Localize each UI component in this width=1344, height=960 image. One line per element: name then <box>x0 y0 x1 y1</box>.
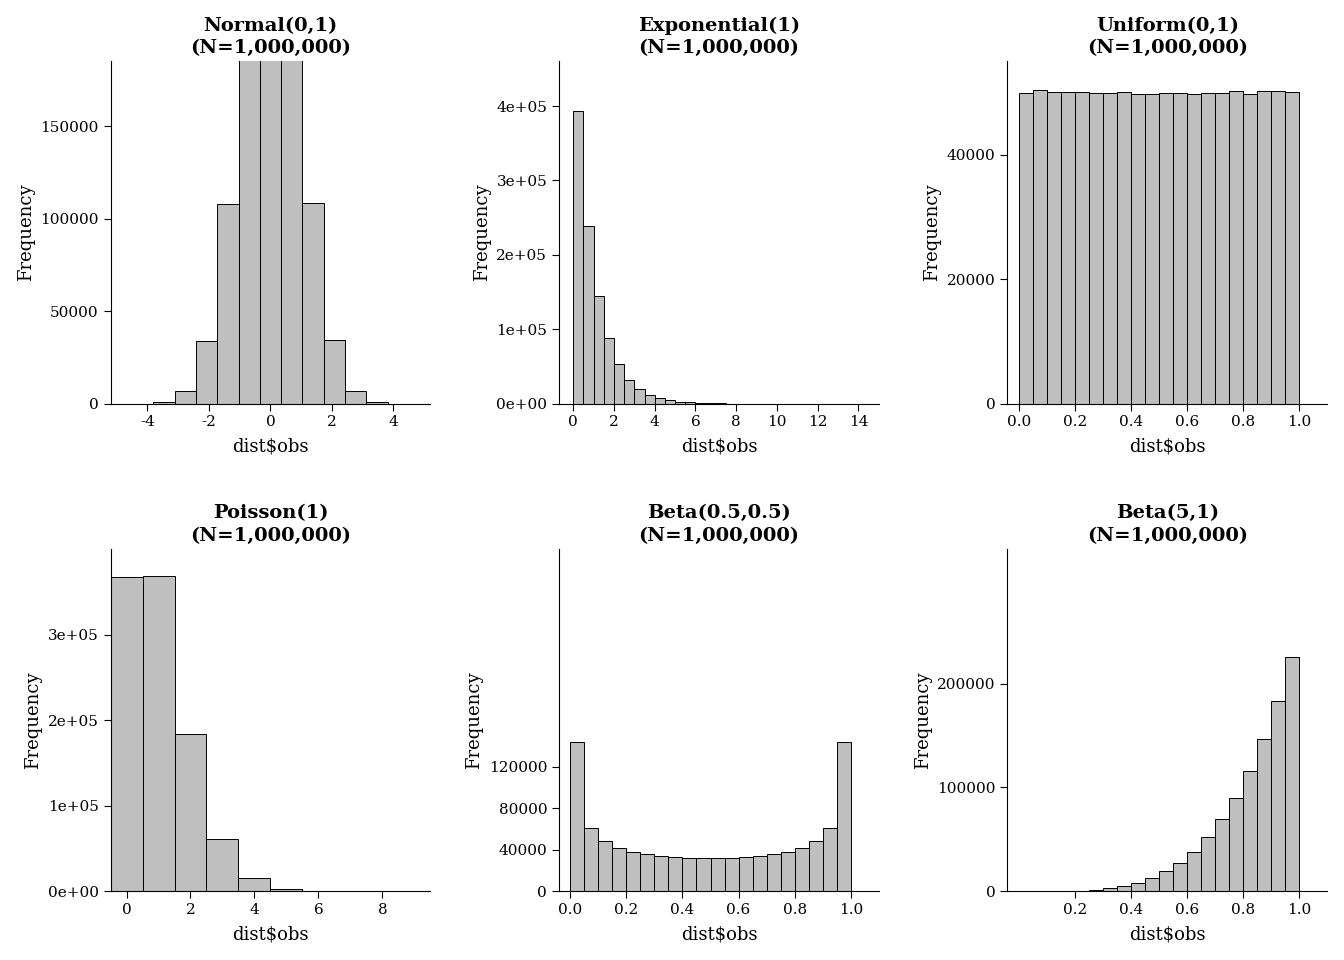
Bar <box>324 341 345 404</box>
X-axis label: dist$obs: dist$obs <box>1129 925 1206 944</box>
Bar <box>655 856 668 891</box>
X-axis label: dist$obs: dist$obs <box>233 438 309 456</box>
Bar <box>1257 90 1271 404</box>
Bar <box>1271 91 1285 404</box>
Y-axis label: Frequency: Frequency <box>24 671 42 769</box>
Bar <box>1117 886 1130 891</box>
Bar <box>574 111 583 404</box>
Bar <box>739 857 753 891</box>
Bar <box>1117 92 1130 404</box>
Bar <box>570 742 585 891</box>
Bar <box>613 848 626 891</box>
Bar <box>655 398 665 404</box>
Bar <box>1215 93 1230 404</box>
Bar <box>1173 92 1187 404</box>
Bar <box>753 856 766 891</box>
Bar <box>594 296 603 404</box>
Bar <box>1103 92 1117 404</box>
X-axis label: dist$obs: dist$obs <box>680 438 757 456</box>
Bar <box>1187 94 1202 404</box>
Bar <box>1159 93 1173 404</box>
Bar <box>367 402 387 404</box>
Bar <box>809 841 823 891</box>
Y-axis label: Frequency: Frequency <box>465 671 482 769</box>
Bar <box>1060 92 1075 404</box>
Bar <box>683 858 696 891</box>
Bar <box>1130 882 1145 891</box>
Bar <box>196 341 218 404</box>
Bar <box>1089 890 1103 891</box>
Title: Uniform(0,1)
(N=1,000,000): Uniform(0,1) (N=1,000,000) <box>1087 17 1247 57</box>
Title: Exponential(1)
(N=1,000,000): Exponential(1) (N=1,000,000) <box>638 16 800 57</box>
Bar <box>766 853 781 891</box>
Bar <box>685 402 695 404</box>
Bar <box>823 828 837 891</box>
X-axis label: dist$obs: dist$obs <box>1129 438 1206 456</box>
Title: Beta(5,1)
(N=1,000,000): Beta(5,1) (N=1,000,000) <box>1087 504 1247 544</box>
Title: Poisson(1)
(N=1,000,000): Poisson(1) (N=1,000,000) <box>190 504 351 544</box>
Bar <box>1103 888 1117 891</box>
Bar <box>1047 92 1060 404</box>
Bar <box>259 0 281 404</box>
Bar <box>302 204 324 404</box>
Bar <box>794 848 809 891</box>
Title: Normal(0,1)
(N=1,000,000): Normal(0,1) (N=1,000,000) <box>190 17 351 57</box>
Bar <box>1257 738 1271 891</box>
Bar <box>1230 798 1243 891</box>
Bar <box>696 858 711 891</box>
Bar <box>603 338 614 404</box>
Bar <box>1187 852 1202 891</box>
Bar <box>665 400 675 404</box>
Bar <box>281 6 302 404</box>
Bar <box>724 858 739 891</box>
Bar <box>1159 872 1173 891</box>
Y-axis label: Frequency: Frequency <box>473 183 491 281</box>
Bar <box>1145 94 1159 404</box>
Bar <box>142 576 175 891</box>
Bar <box>1130 94 1145 404</box>
Y-axis label: Frequency: Frequency <box>914 671 931 769</box>
Bar <box>626 852 640 891</box>
Bar <box>675 401 685 404</box>
Bar <box>598 841 613 891</box>
Bar <box>1230 91 1243 404</box>
Bar <box>781 852 794 891</box>
Bar <box>1145 877 1159 891</box>
Bar <box>585 828 598 891</box>
Bar <box>218 204 238 404</box>
Y-axis label: Frequency: Frequency <box>923 183 941 281</box>
Bar <box>837 742 851 891</box>
Bar <box>583 226 594 404</box>
Bar <box>1243 771 1257 891</box>
Bar <box>1202 93 1215 404</box>
X-axis label: dist$obs: dist$obs <box>680 925 757 944</box>
Bar <box>1215 819 1230 891</box>
Bar <box>1173 863 1187 891</box>
Bar <box>1075 92 1089 404</box>
Bar <box>640 854 655 891</box>
Bar <box>1285 657 1300 891</box>
Bar <box>1089 93 1103 404</box>
Bar <box>1019 93 1032 404</box>
Bar <box>345 392 367 404</box>
Bar <box>614 364 624 404</box>
X-axis label: dist$obs: dist$obs <box>233 925 309 944</box>
Bar <box>175 391 196 404</box>
Bar <box>645 395 655 404</box>
Bar <box>110 577 142 891</box>
Bar <box>1271 702 1285 891</box>
Bar <box>1243 94 1257 404</box>
Title: Beta(0.5,0.5)
(N=1,000,000): Beta(0.5,0.5) (N=1,000,000) <box>638 504 800 544</box>
Bar <box>668 857 683 891</box>
Bar <box>1032 90 1047 404</box>
Bar <box>270 889 302 891</box>
Y-axis label: Frequency: Frequency <box>16 183 35 281</box>
Bar <box>175 734 207 891</box>
Bar <box>207 839 238 891</box>
Bar <box>238 6 259 404</box>
Bar <box>238 877 270 891</box>
Bar <box>624 379 634 404</box>
Bar <box>1285 92 1300 404</box>
Bar <box>711 858 724 891</box>
Bar <box>1202 837 1215 891</box>
